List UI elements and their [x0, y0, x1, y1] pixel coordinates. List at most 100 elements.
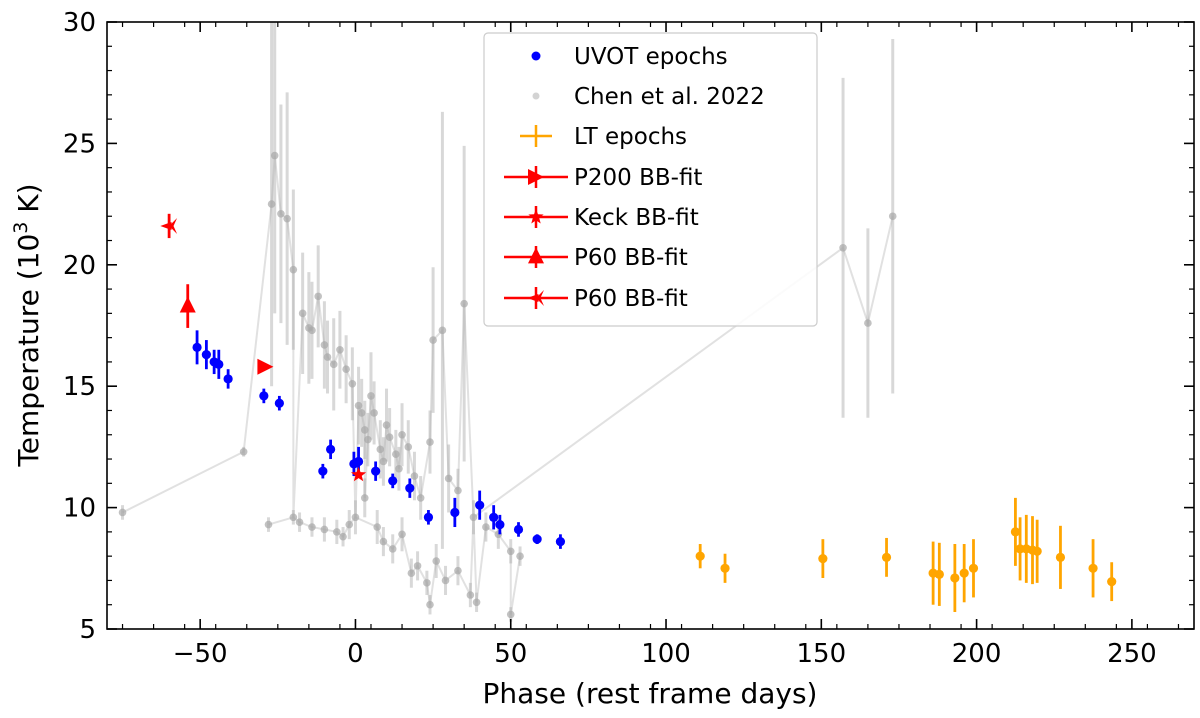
data-point [289, 265, 298, 274]
tri-lower [536, 298, 544, 306]
legend-label-lt: LT epochs [574, 124, 687, 150]
data-point [382, 421, 391, 429]
legend-label-p60-b: P60 BB-fit [574, 286, 688, 312]
data-point [398, 430, 406, 439]
legend-marker [520, 125, 552, 147]
data-point [329, 360, 338, 369]
data-point [469, 513, 478, 522]
data-point [404, 443, 413, 451]
x-tick-label: 0 [347, 639, 364, 669]
data-point [342, 365, 350, 374]
data-point [339, 532, 347, 541]
axis-ticks: −50 0 50 100 150 200 250 5 10 15 20 25 30 [63, 8, 1194, 669]
y-axis-label-exponent: 3 [10, 222, 32, 234]
legend-symbol [527, 290, 544, 306]
data-point [405, 483, 415, 493]
data-point [357, 409, 366, 417]
tri-left [527, 294, 539, 302]
data-point [438, 326, 447, 335]
data-point [360, 494, 369, 502]
data-point [416, 494, 425, 502]
data-point [695, 551, 705, 561]
data-point [370, 409, 378, 417]
y-tick-label: 25 [63, 129, 96, 159]
data-point [475, 500, 485, 510]
data-point [818, 553, 828, 564]
data-point [360, 426, 369, 434]
data-point [192, 342, 202, 352]
data-point [298, 309, 307, 318]
data-point [432, 557, 441, 565]
series-uvot-epochs [192, 330, 566, 549]
data-point [118, 508, 127, 517]
data-point [1088, 563, 1098, 573]
data-point [934, 569, 944, 579]
data-point [353, 456, 364, 467]
data-point [968, 563, 979, 573]
legend-marker [504, 166, 568, 188]
data-point [388, 476, 398, 486]
data-marks [118, 22, 1117, 622]
data-point [333, 528, 341, 536]
data-point [888, 212, 897, 221]
data-point [881, 552, 892, 562]
data-point [201, 350, 211, 360]
data-point [413, 562, 422, 570]
data-point [1010, 527, 1021, 537]
data-point [513, 524, 524, 535]
data-point [1032, 546, 1042, 556]
legend-symbol [528, 169, 544, 185]
chen-trail-lower [268, 516, 522, 615]
data-point [959, 568, 969, 578]
x-tick-label: 50 [494, 639, 527, 669]
tri-upper [536, 290, 544, 298]
data-point [429, 336, 437, 344]
chen-trail-upper [122, 155, 894, 520]
data-point [289, 513, 298, 522]
y-tick-label: 5 [79, 615, 96, 645]
data-point [379, 457, 388, 466]
data-point [392, 450, 400, 458]
data-point [426, 600, 434, 609]
data-point [314, 292, 322, 301]
data-point [839, 244, 847, 252]
y-axis-label-suffix: K) [12, 183, 45, 221]
data-point [259, 391, 269, 401]
data-point [354, 401, 363, 410]
data-point [450, 507, 460, 518]
data-point [379, 537, 388, 546]
data-point [179, 296, 196, 313]
data-point [323, 353, 332, 361]
legend: UVOT epochs Chen et al. 2022 LT epochs P… [483, 32, 818, 327]
legend-symbol [528, 209, 544, 224]
x-tick-label: 250 [1107, 639, 1157, 669]
legend-marker [531, 51, 541, 61]
legend-marker [504, 246, 568, 268]
legend-markers [504, 51, 568, 309]
series-lt-epochs [695, 497, 1117, 613]
tri-upper [169, 217, 178, 226]
data-point [336, 345, 344, 354]
y-tick-label: 15 [63, 372, 96, 402]
series-keck-bb-fit [350, 466, 367, 482]
data-point [1107, 577, 1117, 587]
data-point [367, 392, 375, 400]
data-point [223, 374, 233, 384]
x-tick-label: 150 [796, 639, 846, 669]
data-point [460, 299, 468, 308]
y-axis-label-prefix: Temperature (10 [12, 234, 45, 468]
data-point [506, 610, 515, 619]
data-point [472, 598, 481, 607]
data-point [385, 433, 394, 441]
data-point [239, 447, 248, 456]
data-point [264, 520, 273, 529]
data-point [426, 438, 434, 446]
data-point [348, 379, 357, 388]
legend-marker [532, 92, 540, 100]
data-point [423, 579, 431, 587]
y-tick-label: 10 [63, 494, 96, 524]
data-point [274, 398, 284, 408]
tri-left [160, 221, 172, 230]
y-tick-label: 20 [63, 251, 96, 281]
data-point [270, 151, 279, 160]
